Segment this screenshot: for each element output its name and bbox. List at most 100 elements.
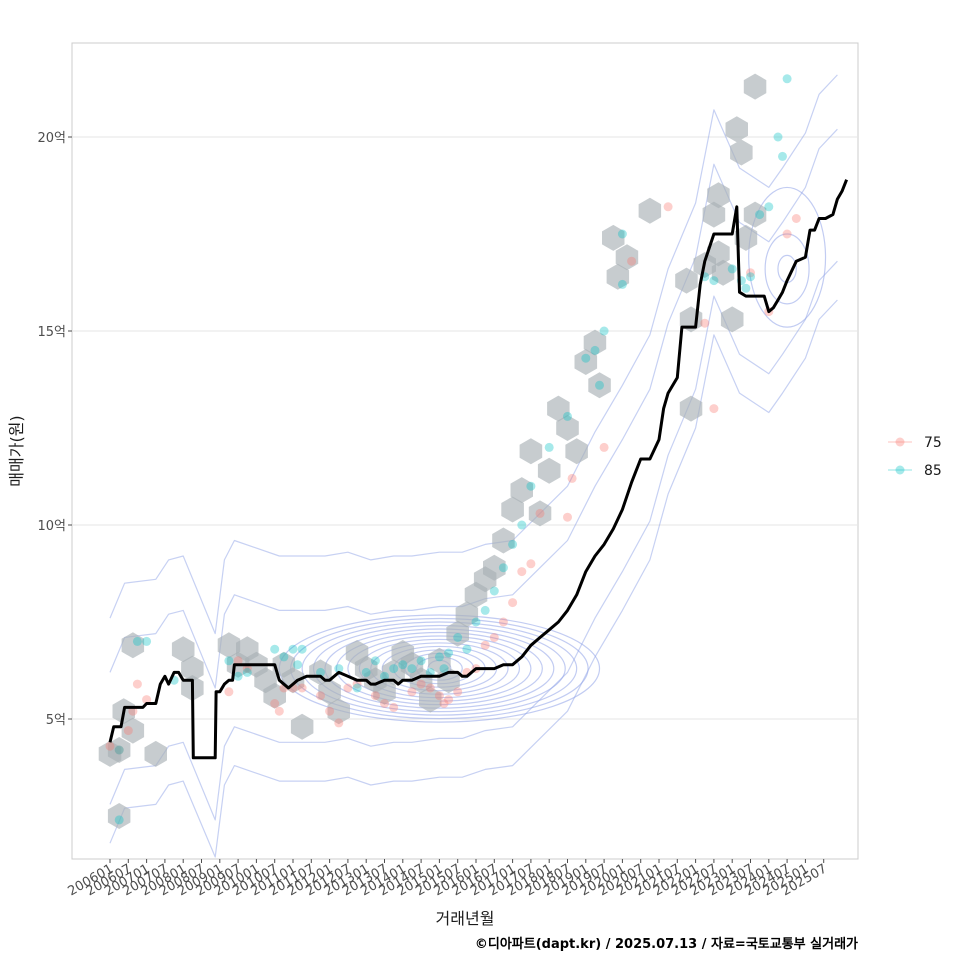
hex-bin	[702, 201, 726, 228]
point-85	[508, 539, 518, 549]
point-85	[480, 605, 490, 615]
point-85	[782, 74, 792, 84]
point-85	[764, 202, 774, 212]
point-85	[526, 481, 536, 491]
hex-bin	[519, 438, 543, 465]
scatter-points	[105, 74, 801, 825]
point-75	[746, 268, 755, 278]
hex-bin	[290, 713, 314, 740]
point-85	[617, 229, 627, 239]
point-75	[425, 683, 435, 693]
point-75	[343, 683, 353, 693]
point-75	[142, 695, 152, 705]
hex-bin	[583, 329, 607, 356]
point-75	[700, 318, 710, 328]
hex-bin	[373, 678, 396, 705]
point-85	[517, 520, 527, 530]
point-75	[297, 683, 307, 693]
point-75	[128, 706, 138, 716]
point-75	[389, 702, 399, 712]
hex-bin	[419, 686, 442, 713]
point-85	[293, 660, 303, 670]
point-85	[498, 563, 508, 573]
point-85	[581, 353, 591, 363]
point-75	[599, 442, 609, 452]
legend-item-75: 75	[888, 435, 942, 451]
hex-bin	[446, 620, 469, 647]
legend: 75 85	[888, 435, 942, 479]
point-75	[444, 695, 454, 705]
hex-bin	[107, 803, 131, 829]
point-85	[425, 667, 435, 677]
point-75	[380, 699, 389, 708]
point-85	[439, 664, 449, 674]
hex-bin	[492, 527, 515, 554]
point-85	[617, 279, 627, 289]
hex-bin	[707, 182, 730, 209]
point-85	[270, 644, 280, 654]
point-85	[727, 264, 737, 274]
hex-bin	[217, 632, 241, 659]
legend-label-85: 85	[924, 463, 942, 479]
hex-bin	[565, 438, 588, 465]
point-75	[416, 679, 426, 689]
hex-bin	[327, 698, 350, 725]
hex-bin	[121, 632, 145, 659]
y-axis: 5억 10억 15억 20억	[37, 131, 72, 728]
point-85	[114, 815, 124, 825]
point-75	[480, 640, 490, 650]
point-75	[233, 656, 243, 666]
hex-bin	[743, 73, 767, 100]
density-contour	[109, 260, 838, 821]
point-85	[778, 151, 787, 161]
hex-bin	[720, 306, 744, 333]
point-75	[325, 706, 335, 716]
point-85	[407, 664, 417, 674]
point-85	[114, 745, 124, 755]
point-75	[508, 598, 518, 608]
hex-bin	[556, 415, 579, 441]
point-75	[407, 687, 417, 697]
y-tick-label: 20억	[37, 131, 66, 146]
hex-bin	[711, 259, 735, 286]
hex-bin	[675, 267, 698, 294]
point-85	[233, 671, 243, 681]
point-75	[563, 512, 572, 522]
point-75	[526, 559, 536, 569]
trend-line-group	[108, 179, 848, 760]
y-tick-label: 15억	[37, 325, 66, 340]
point-85	[242, 667, 252, 677]
plot-panel	[71, 42, 859, 860]
hex-bin	[171, 636, 195, 663]
point-75	[352, 679, 362, 689]
hex-bin	[428, 647, 451, 674]
point-75	[663, 202, 673, 212]
hex-bin	[409, 667, 433, 694]
hex-bin	[181, 655, 204, 682]
point-75	[567, 473, 577, 483]
density-contour	[748, 186, 827, 328]
point-75	[439, 699, 449, 708]
point-85	[279, 652, 289, 662]
point-85	[288, 644, 298, 654]
y-tick-label: 5억	[46, 713, 66, 728]
hex-bin	[707, 240, 730, 267]
point-75	[114, 745, 124, 755]
hex-bin	[510, 477, 533, 504]
point-75	[370, 691, 380, 701]
hex-bin	[144, 740, 167, 767]
point-85	[416, 656, 426, 666]
point-75	[791, 214, 801, 223]
point-85	[434, 652, 444, 662]
point-85	[599, 326, 609, 336]
trend-line	[108, 179, 848, 760]
legend-key-85	[895, 465, 905, 475]
point-75	[123, 726, 133, 736]
x-axis-title: 거래년월	[436, 909, 495, 928]
point-75	[434, 691, 444, 701]
legend-key-75	[895, 437, 905, 447]
hex-bin	[730, 139, 753, 166]
point-85	[380, 671, 389, 681]
density-contour	[109, 299, 838, 858]
y-tick-label: 10억	[37, 519, 66, 534]
